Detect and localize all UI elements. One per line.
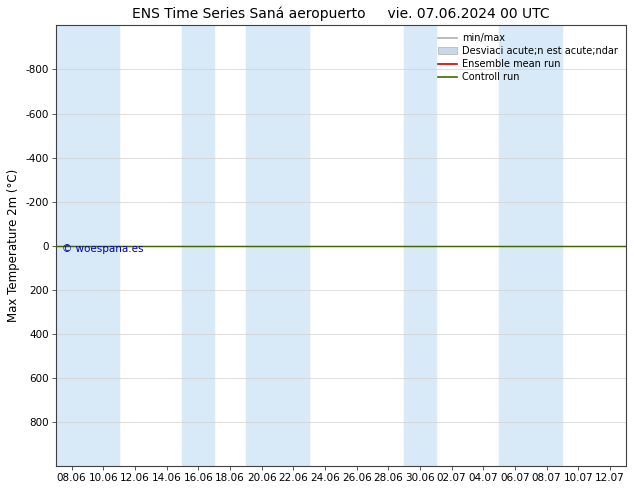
Bar [87,25,119,466]
Text: © woespana.es: © woespana.es [61,244,143,253]
Title: ENS Time Series Saná aeropuerto     vie. 07.06.2024 00 UTC: ENS Time Series Saná aeropuerto vie. 07.… [132,7,550,22]
Bar [56,25,87,466]
Bar [404,25,436,466]
Y-axis label: Max Temperature 2m (°C): Max Temperature 2m (°C) [7,169,20,322]
Bar [183,25,214,466]
Bar [246,25,278,466]
Bar [531,25,562,466]
Bar [499,25,531,466]
Bar [278,25,309,466]
Legend: min/max, Desviaci acute;n est acute;ndar, Ensemble mean run, Controll run: min/max, Desviaci acute;n est acute;ndar… [435,30,621,85]
